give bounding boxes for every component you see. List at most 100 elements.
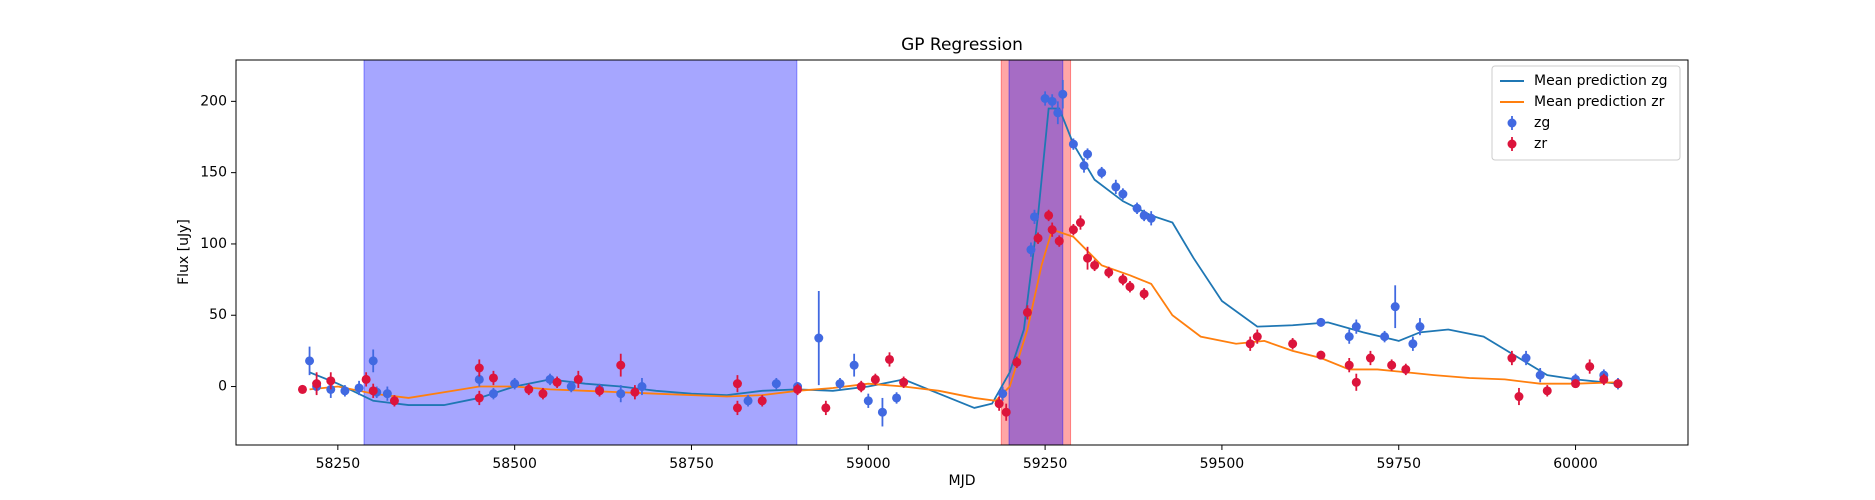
x-tick-label: 58250 [316, 456, 361, 472]
data-point [1029, 212, 1039, 222]
data-point [994, 399, 1004, 409]
legend-symbol [1507, 139, 1517, 149]
data-point [1365, 353, 1375, 363]
data-point [1111, 182, 1121, 192]
data-point [743, 396, 753, 406]
data-point [538, 389, 548, 399]
shaded-region [363, 60, 798, 445]
data-point [573, 374, 583, 384]
data-point [835, 379, 845, 389]
data-point [1390, 302, 1400, 312]
data-point [1068, 139, 1078, 149]
data-point [1139, 210, 1149, 220]
data-point [1040, 94, 1050, 103]
data-point [1022, 307, 1032, 317]
data-point [1585, 362, 1595, 372]
legend-label: Mean prediction zr [1534, 94, 1665, 110]
data-point [870, 374, 880, 384]
data-point [1408, 339, 1418, 349]
data-point [1535, 370, 1545, 380]
data-point [1075, 218, 1085, 228]
data-point [1288, 339, 1298, 349]
data-point [885, 354, 895, 364]
data-point [877, 407, 887, 417]
data-point [1571, 379, 1581, 389]
chart-title: GP Regression [901, 35, 1023, 55]
data-point [524, 384, 534, 394]
data-point [1083, 253, 1093, 263]
data-point [1139, 289, 1149, 299]
y-tick-label: 150 [200, 165, 227, 181]
x-tick-label: 59000 [846, 456, 891, 472]
data-point [354, 383, 364, 393]
data-point [389, 396, 399, 406]
data-point [488, 373, 498, 383]
data-point [1521, 353, 1531, 363]
gp-mean-line [309, 228, 1619, 402]
data-point [863, 396, 873, 406]
data-point [637, 382, 647, 392]
data-point [1514, 392, 1524, 402]
data-point [793, 384, 803, 394]
data-point [630, 387, 640, 397]
plot-frame [235, 59, 1689, 446]
data-point [998, 389, 1008, 399]
legend-symbol [1507, 118, 1517, 128]
data-point [361, 374, 371, 384]
data-point [1047, 225, 1057, 235]
data-point [1118, 275, 1128, 285]
data-point [1001, 407, 1011, 417]
y-tick-label: 50 [209, 307, 227, 323]
data-point [1054, 236, 1064, 246]
legend-box [1491, 65, 1681, 161]
data-point [849, 360, 859, 370]
data-point [312, 379, 322, 389]
data-point [1245, 339, 1255, 349]
x-axis-label: MJD [949, 473, 976, 489]
data-point [1118, 189, 1128, 199]
data-point [1068, 225, 1078, 235]
data-point [814, 333, 824, 343]
data-point [1097, 168, 1107, 178]
data-point [1132, 203, 1142, 213]
data-point [616, 360, 626, 370]
data-point [1012, 357, 1022, 367]
data-point [1344, 360, 1354, 370]
data-point [1053, 108, 1063, 118]
data-point [1316, 350, 1326, 360]
data-point [552, 377, 562, 387]
data-point [488, 389, 498, 399]
x-tick-label: 59750 [1376, 456, 1421, 472]
plot-area [297, 60, 1623, 445]
data-point [595, 386, 605, 396]
data-point [1351, 377, 1361, 387]
data-point [757, 396, 767, 406]
data-point [1033, 233, 1043, 243]
data-point [566, 382, 576, 392]
data-point [1058, 89, 1068, 99]
data-point [732, 379, 742, 389]
x-tick-label: 60000 [1553, 456, 1598, 472]
data-point [771, 379, 781, 389]
data-point [1079, 161, 1089, 171]
shaded-region [1000, 60, 1072, 445]
data-point [1316, 317, 1326, 327]
x-tick-label: 58500 [492, 456, 537, 472]
data-point [510, 379, 520, 389]
data-point [1415, 322, 1425, 332]
y-tick-label: 200 [200, 93, 227, 109]
y-tick-label: 0 [218, 379, 227, 395]
data-point [474, 363, 484, 373]
shaded-region [1008, 60, 1064, 445]
data-point [1090, 260, 1100, 270]
data-point [1026, 245, 1036, 255]
legend-label: zr [1534, 136, 1547, 152]
data-point [368, 386, 378, 396]
data-point [892, 393, 902, 403]
data-point [474, 393, 484, 403]
data-point [1083, 149, 1093, 159]
x-tick-label: 59500 [1200, 456, 1245, 472]
data-point [1104, 267, 1114, 277]
data-point [1044, 210, 1054, 220]
